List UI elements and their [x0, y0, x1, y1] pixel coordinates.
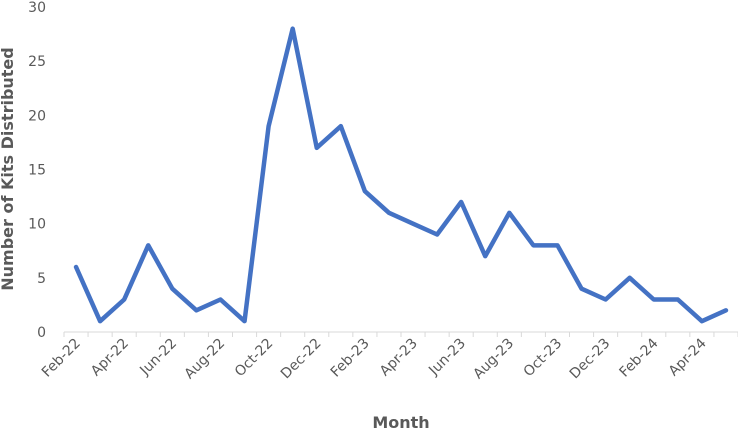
series-line: [73, 26, 729, 324]
y-tick-label: 25: [28, 54, 46, 70]
x-axis-ticks: Feb-22 Apr-22 Jun-22 Aug-22 Oct-22 Dec-22 Feb-…: [39, 335, 710, 382]
y-tick-label: 15: [28, 163, 46, 179]
y-tick-label: 5: [37, 271, 46, 287]
y-tick-label: 20: [28, 108, 46, 124]
x-tick-label: Dec-22: [278, 336, 325, 383]
x-tick-label: Dec-23: [567, 336, 614, 383]
x-tick-label: Jun-23: [425, 336, 469, 380]
x-tick-label: Oct-22: [232, 336, 277, 381]
x-tick-label: Aug-22: [181, 336, 228, 383]
x-tick-label: Aug-23: [470, 336, 517, 383]
x-tick-label: Feb-23: [328, 336, 373, 381]
x-axis-title: Month: [372, 413, 429, 429]
x-tick-label: Oct-23: [521, 336, 566, 381]
x-axis: [63, 331, 738, 337]
x-tick-label: Feb-22: [39, 336, 84, 381]
y-axis-title: Number of Kits Distributed: [0, 47, 17, 290]
x-tick-label: Apr-23: [377, 336, 421, 380]
y-axis-ticks: 0 5 10 15 20 25 30: [28, 0, 46, 341]
x-tick-label: Jun-22: [136, 336, 180, 380]
y-tick-label: 10: [28, 217, 46, 233]
x-tick-label: Feb-24: [617, 335, 662, 380]
x-tick-label: Apr-24: [666, 335, 710, 379]
y-tick-label: 0: [37, 325, 46, 341]
y-tick-label: 30: [28, 0, 46, 16]
x-tick-label: Apr-22: [88, 336, 132, 380]
series-group: [73, 26, 729, 324]
